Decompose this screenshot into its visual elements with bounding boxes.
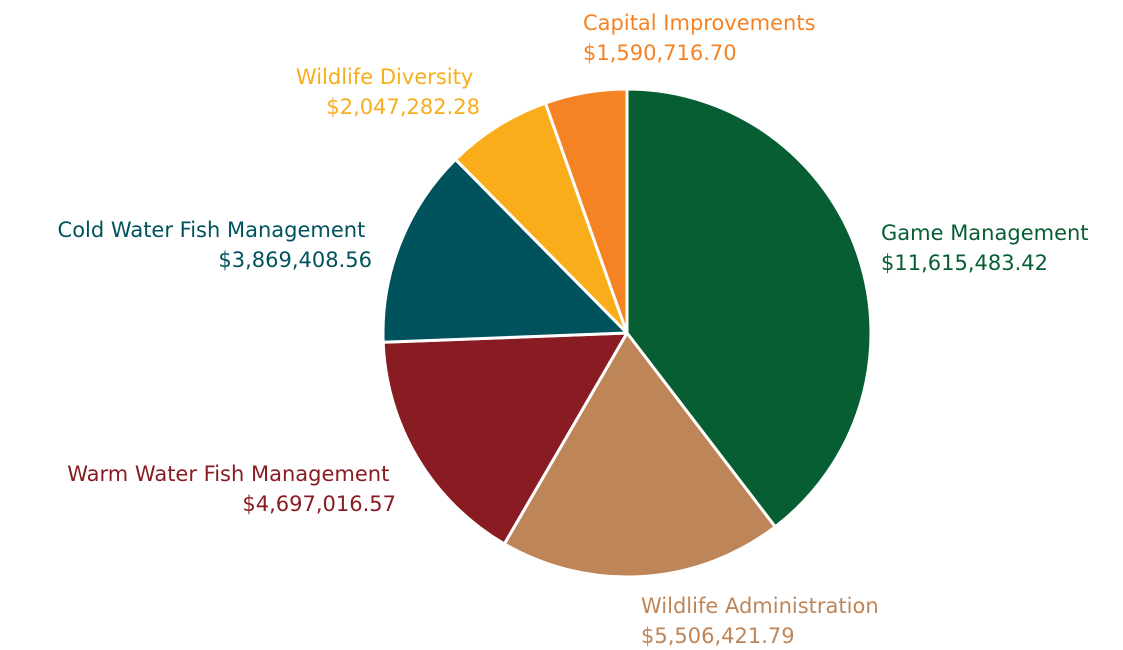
slice-label-wildlife-administration: Wildlife Administration $5,506,421.79 (641, 594, 885, 648)
slice-label-value: $11,615,483.42 (881, 251, 1048, 275)
slice-label-value: $2,047,282.28 (326, 95, 480, 119)
pie-slice-warm-water-fish-management (381, 331, 629, 546)
pie-slice-wildlife-administration (502, 331, 777, 579)
slice-label-name: Warm Water Fish Management (67, 462, 389, 486)
slice-label-wildlife-diversity: Wildlife Diversity $2,047,282.28 (296, 65, 480, 119)
slice-label-warm-water-fish-management: Warm Water Fish Management $4,697,016.57 (67, 462, 396, 516)
pie-labels: Game Management $11,615,483.42 Wildlife … (58, 11, 1095, 648)
pie-slice-wildlife-diversity (454, 101, 629, 335)
slice-label-value: $3,869,408.56 (218, 248, 372, 272)
slice-label-name: Cold Water Fish Management (58, 218, 366, 242)
slice-label-cold-water-fish-management: Cold Water Fish Management $3,869,408.56 (58, 218, 372, 272)
pie-slices (381, 87, 873, 579)
slice-label-value: $4,697,016.57 (242, 492, 396, 516)
slice-label-capital-improvements: Capital Improvements $1,590,716.70 (583, 11, 822, 65)
pie-slice-cold-water-fish-management (381, 157, 629, 344)
slice-label-name: Game Management (881, 221, 1089, 245)
slice-label-game-management: Game Management $11,615,483.42 (881, 221, 1095, 275)
slice-label-name: Wildlife Diversity (296, 65, 473, 89)
slice-label-name: Wildlife Administration (641, 594, 879, 618)
pie-slice-capital-improvements (543, 87, 629, 335)
slice-label-value: $1,590,716.70 (583, 41, 737, 65)
slice-label-name: Capital Improvements (583, 11, 816, 35)
slice-label-value: $5,506,421.79 (641, 624, 795, 648)
pie-slice-game-management (625, 87, 873, 529)
